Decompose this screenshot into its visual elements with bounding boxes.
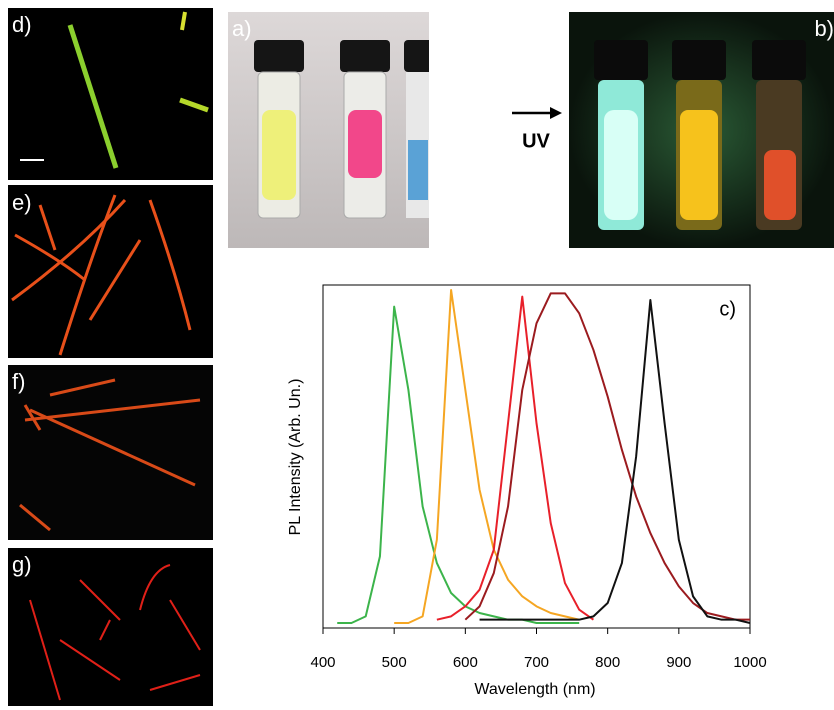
cap	[594, 40, 648, 80]
y-axis-label: PL Intensity (Arb. Un.)	[287, 379, 304, 536]
series-line	[480, 300, 750, 623]
panel-label: g)	[12, 552, 32, 577]
series-line	[394, 290, 579, 623]
series-line	[437, 297, 594, 620]
x-tick-label: 800	[595, 654, 620, 671]
plot: 400 500 600 700 800 900 1000	[310, 290, 766, 671]
cap	[254, 40, 304, 72]
powder-glow	[680, 110, 718, 220]
cap	[672, 40, 726, 80]
photo-f	[8, 365, 213, 540]
panel-label: a)	[232, 16, 252, 41]
powder-glow	[604, 110, 638, 220]
x-axis-label: Wavelength (nm)	[474, 681, 595, 698]
panel-label: e)	[12, 190, 32, 215]
powder	[408, 140, 428, 200]
cap	[752, 40, 806, 80]
panel-label: b)	[814, 16, 834, 41]
powder	[262, 110, 296, 200]
series-line	[465, 293, 750, 619]
plot-frame	[323, 285, 750, 628]
panel-label: f)	[12, 369, 25, 394]
x-tick-label: 700	[524, 654, 549, 671]
cap	[340, 40, 390, 72]
arrow-head	[550, 107, 562, 119]
x-tick-label: 900	[666, 654, 691, 671]
photo-panels: d) e) f) g)	[8, 8, 213, 706]
photo-a: a)	[228, 12, 429, 248]
figure: d) e) f) g) a) UV b) c) Wavelengt	[0, 0, 834, 710]
x-tick-label: 1000	[733, 654, 766, 671]
panel-label: c)	[719, 298, 736, 320]
powder	[348, 110, 382, 178]
photo-b: b)	[569, 12, 834, 248]
panel-label: d)	[12, 12, 32, 37]
arrow-label: UV	[522, 130, 550, 152]
x-tick-label: 500	[382, 654, 407, 671]
x-tick-label: 600	[453, 654, 478, 671]
cap	[404, 40, 429, 72]
powder-glow	[764, 150, 796, 220]
x-tick-label: 400	[310, 654, 335, 671]
